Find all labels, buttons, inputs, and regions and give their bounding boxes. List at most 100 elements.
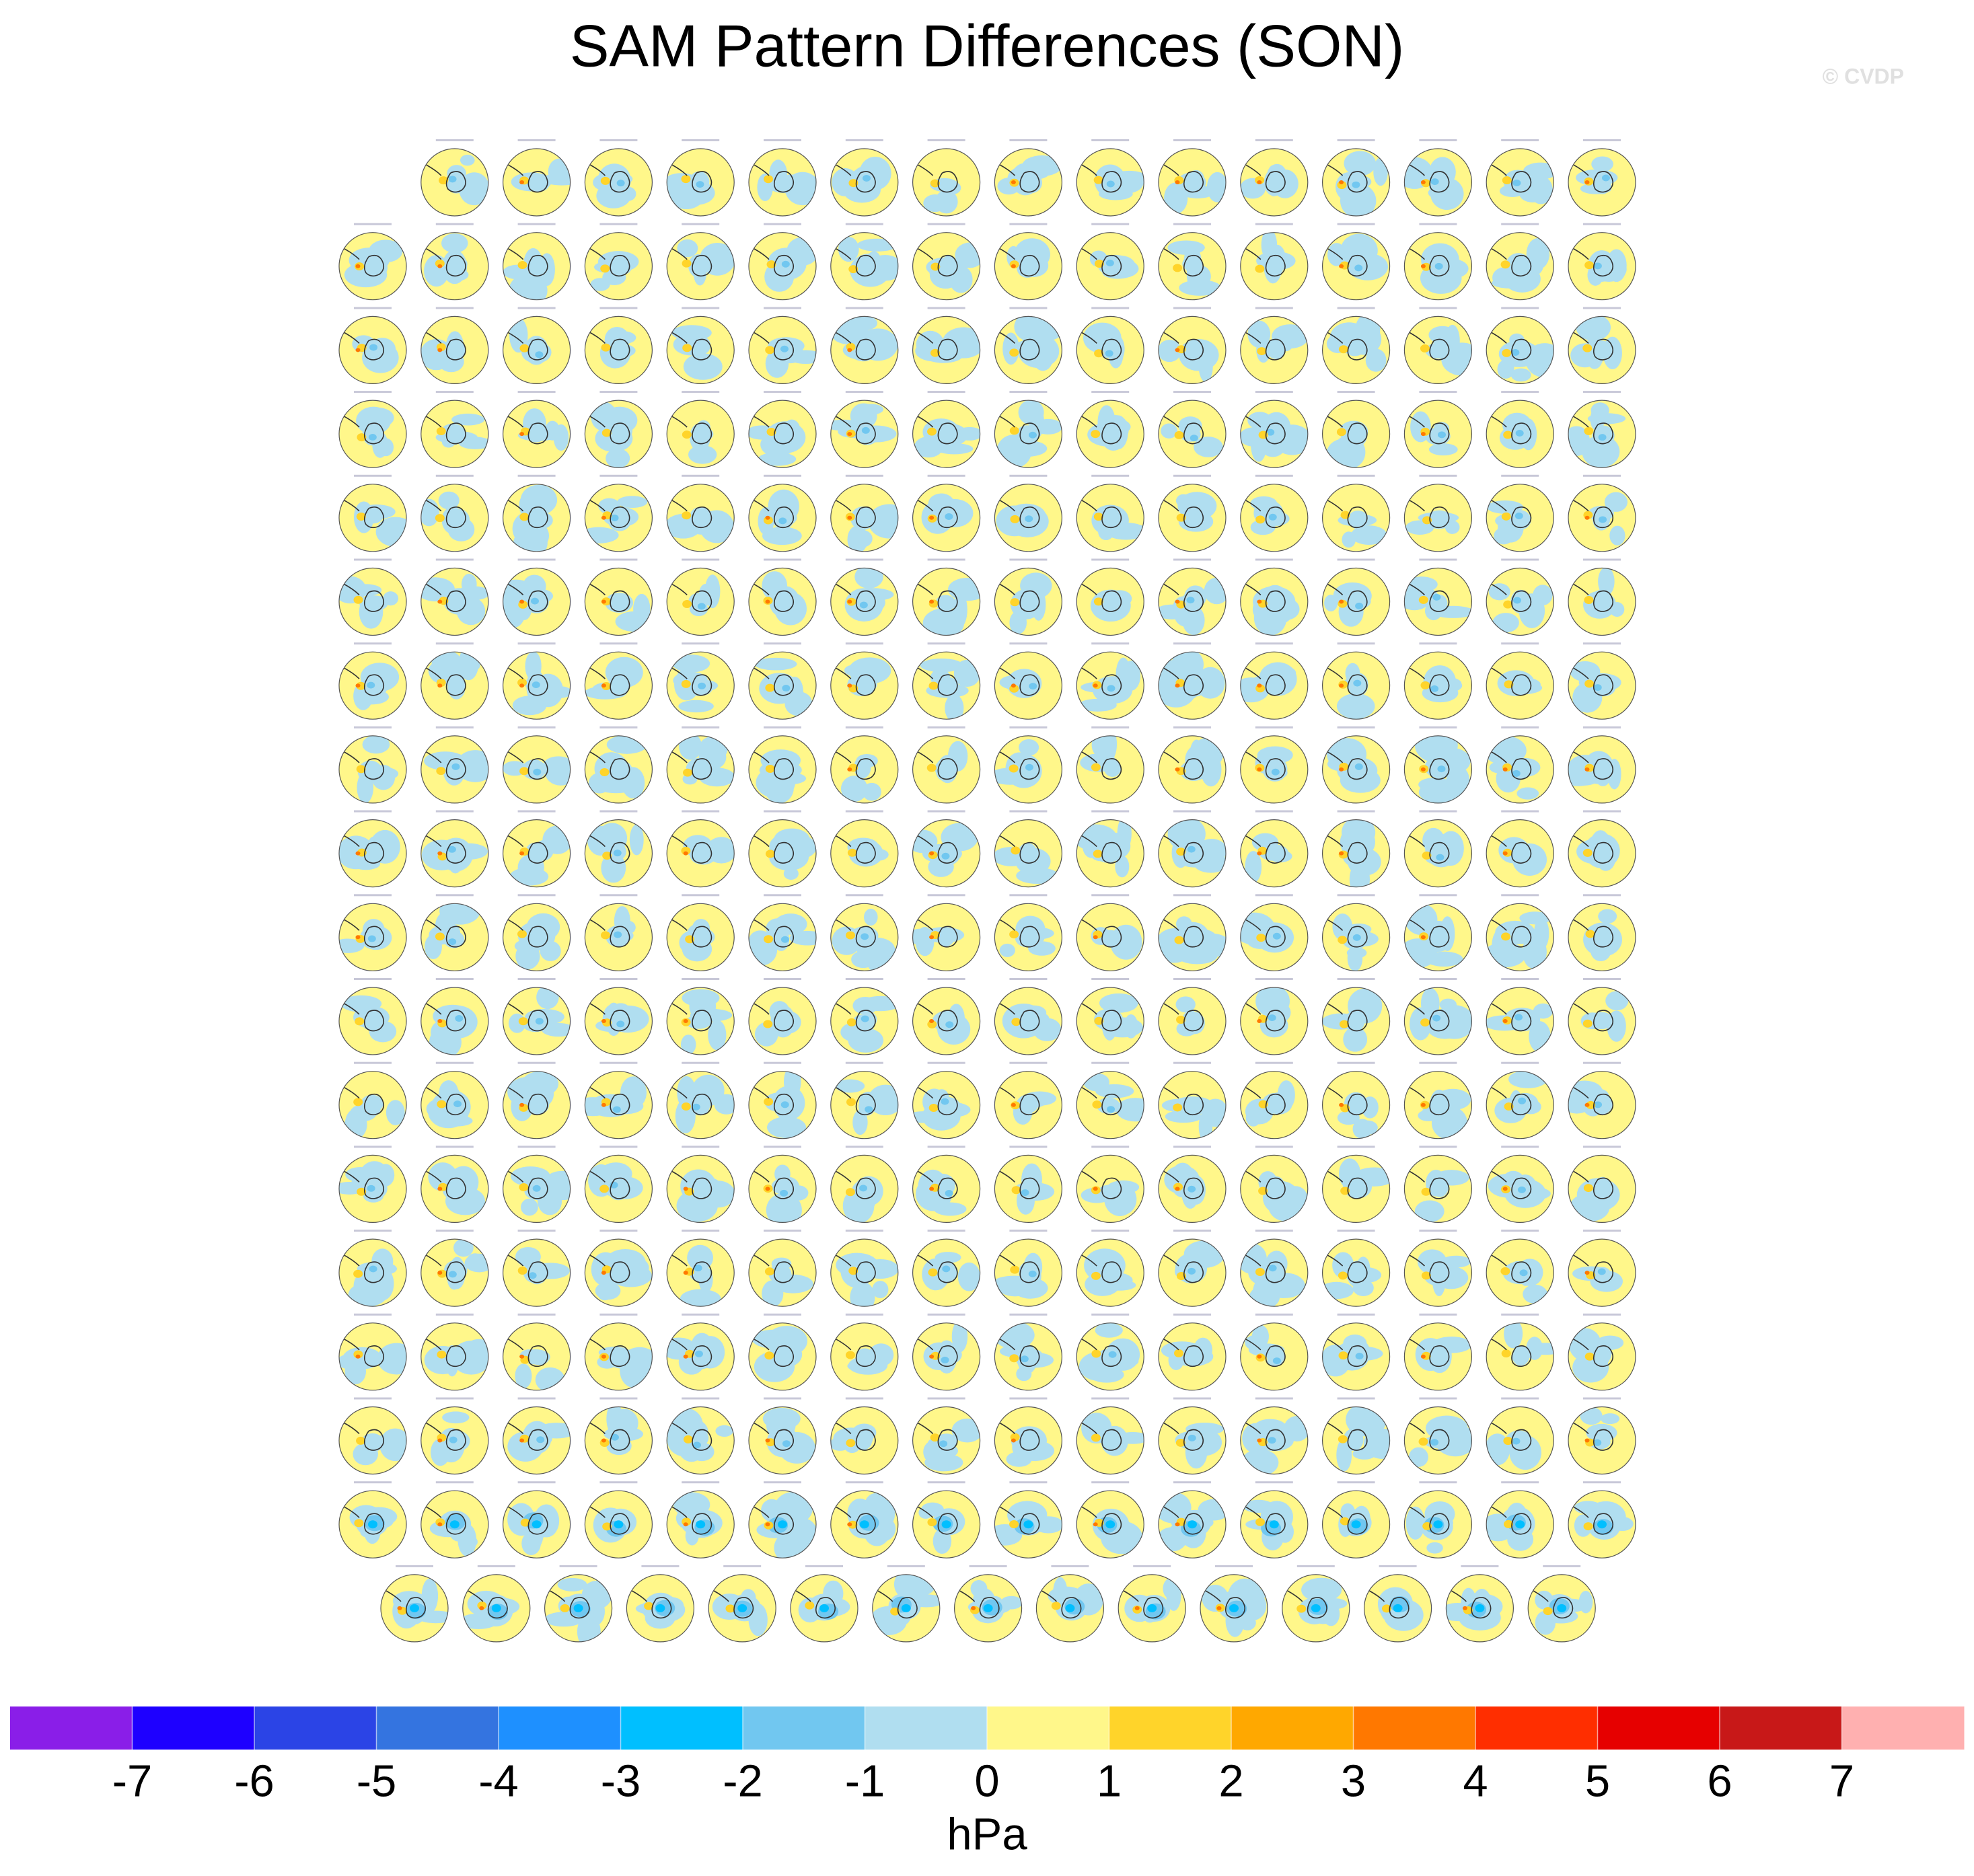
panel-caption — [435, 1313, 474, 1316]
panel-grid — [338, 139, 1636, 1643]
panel-caption — [599, 307, 638, 309]
map-panel — [1321, 223, 1391, 301]
panel-caption — [1419, 810, 1457, 813]
panel-caption — [435, 978, 474, 980]
map-panel — [338, 1313, 407, 1391]
map-panel — [1403, 1481, 1472, 1559]
panel-caption — [1255, 1146, 1293, 1148]
panel-caption — [517, 1146, 556, 1148]
map-panel — [1486, 1061, 1554, 1139]
map-panel — [1403, 978, 1472, 1055]
panel-caption — [599, 1397, 638, 1400]
map-panel — [502, 1230, 571, 1307]
panel-caption — [845, 810, 883, 813]
panel-caption — [845, 1481, 883, 1484]
map-panel — [1486, 1313, 1554, 1391]
panel-caption — [354, 810, 392, 813]
map-panel — [1076, 1230, 1144, 1307]
panel-caption — [1255, 642, 1293, 645]
panel-caption — [1173, 1061, 1211, 1064]
map-panel — [830, 558, 899, 636]
panel-caption — [435, 810, 474, 813]
map-panel — [338, 726, 407, 804]
map-panel — [502, 223, 571, 301]
panel-caption — [1091, 642, 1130, 645]
panel-caption — [1091, 726, 1130, 728]
map-panel — [1321, 1061, 1391, 1139]
panel-caption — [682, 1481, 720, 1484]
color-segment — [1231, 1706, 1354, 1750]
panel-caption — [1091, 223, 1130, 225]
map-panel — [338, 1061, 407, 1139]
map-panel — [912, 1061, 981, 1139]
map-panel — [1076, 474, 1144, 552]
panel-caption — [1583, 726, 1621, 728]
map-panel — [666, 391, 735, 468]
panel-caption — [1337, 1061, 1375, 1064]
map-panel — [1240, 391, 1309, 468]
map-panel — [912, 978, 981, 1055]
map-panel — [1240, 1397, 1309, 1475]
panel-caption — [1583, 558, 1621, 561]
panel-caption — [764, 558, 801, 561]
panel-caption — [1091, 1230, 1130, 1232]
map-panel — [1486, 307, 1554, 385]
map-panel — [1403, 1146, 1472, 1224]
panel-caption — [1091, 1061, 1130, 1064]
map-panel — [994, 139, 1063, 217]
panel-caption — [845, 391, 883, 393]
panel-caption — [1091, 978, 1130, 980]
map-panel — [748, 307, 817, 385]
map-panel — [1568, 139, 1636, 217]
panel-caption — [1419, 1061, 1457, 1064]
map-panel — [912, 642, 981, 720]
panel-caption — [599, 1061, 638, 1064]
map-panel — [994, 391, 1063, 468]
map-panel — [912, 307, 981, 385]
panel-caption — [517, 894, 556, 897]
panel-caption — [887, 1565, 925, 1567]
map-panel — [1118, 1565, 1186, 1643]
map-panel — [994, 1481, 1063, 1559]
panel-caption — [1173, 474, 1211, 477]
map-panel — [584, 1061, 653, 1139]
map-panel — [912, 139, 981, 217]
map-panel — [1240, 1481, 1309, 1559]
map-panel — [1240, 474, 1309, 552]
panel-caption — [1583, 1230, 1621, 1232]
panel-caption — [354, 1481, 392, 1484]
panel-caption — [764, 391, 801, 393]
color-segment — [1475, 1706, 1598, 1750]
panel-caption — [1501, 139, 1539, 141]
panel-caption — [517, 223, 556, 225]
color-segment — [10, 1706, 133, 1750]
panel-caption — [1337, 978, 1375, 980]
panel-caption — [354, 558, 392, 561]
map-panel — [338, 894, 407, 971]
map-panel — [1486, 474, 1554, 552]
map-panel — [584, 139, 653, 217]
map-panel — [421, 558, 489, 636]
panel-caption — [435, 726, 474, 728]
panel-caption — [1173, 726, 1211, 728]
map-panel — [748, 474, 817, 552]
panel-caption — [682, 978, 720, 980]
map-panel — [338, 1397, 407, 1475]
map-panel — [748, 978, 817, 1055]
panel-caption — [764, 978, 801, 980]
map-panel — [421, 894, 489, 971]
map-panel — [748, 1146, 817, 1224]
chart-title: SAM Pattern Differences (SON) — [570, 12, 1405, 79]
panel-caption — [1255, 726, 1293, 728]
panel-caption — [927, 1230, 965, 1232]
panel-caption — [682, 1230, 720, 1232]
map-panel — [502, 810, 571, 888]
panel-caption — [845, 1061, 883, 1064]
panel-caption — [1501, 474, 1539, 477]
panel-caption — [1337, 391, 1375, 393]
panel-caption — [435, 894, 474, 897]
panel-caption — [764, 1481, 801, 1484]
map-panel — [1240, 726, 1309, 804]
map-panel — [1403, 1397, 1472, 1475]
panel-caption — [1583, 1061, 1621, 1064]
